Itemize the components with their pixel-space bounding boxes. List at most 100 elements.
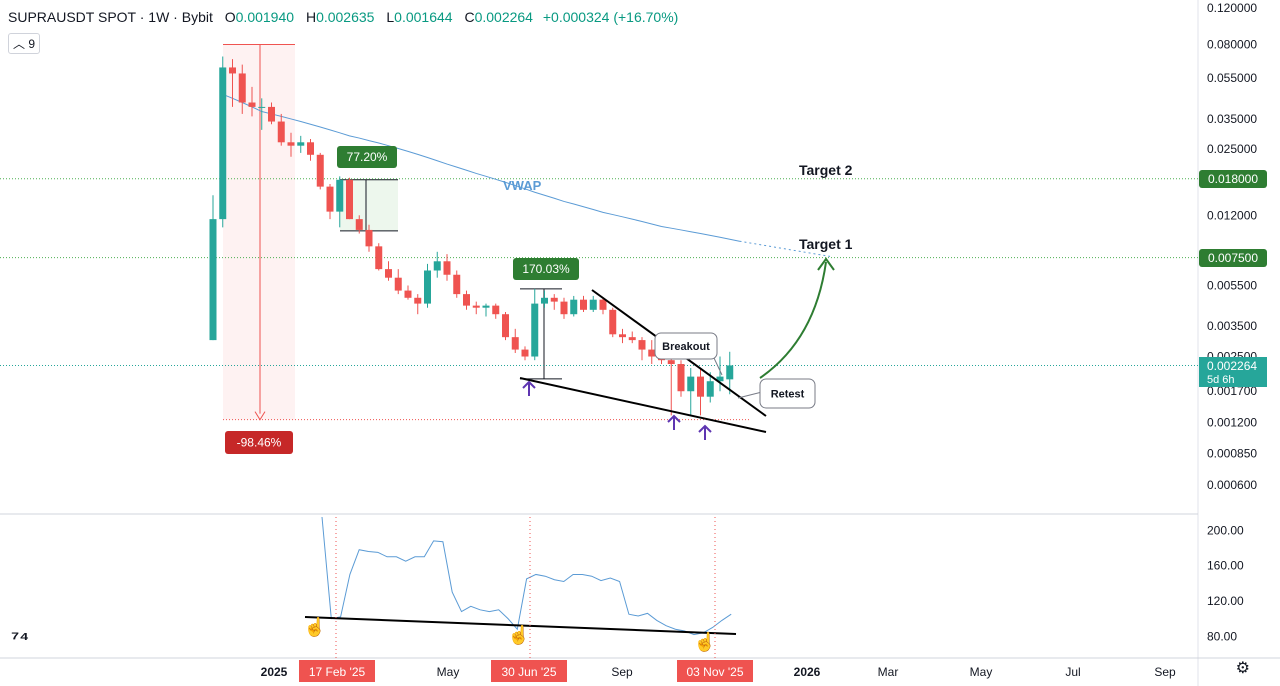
up-arrow-icon <box>667 414 681 430</box>
candle-body <box>336 179 344 212</box>
breakout-callout-text: Breakout <box>662 341 710 353</box>
candle-body <box>375 246 383 270</box>
drop-zone <box>223 44 295 420</box>
candle-body <box>628 337 636 341</box>
candle-body <box>550 297 558 302</box>
projection-arrow-head <box>817 257 835 271</box>
candle-body <box>492 305 500 315</box>
candle-body <box>346 179 353 220</box>
candle-body <box>326 186 334 212</box>
candle-body <box>667 360 675 365</box>
event-date-tick: 03 Nov '25 <box>687 665 744 679</box>
candle-body <box>385 269 392 278</box>
candle-body <box>677 364 685 392</box>
target1-label: Target 1 <box>799 236 853 252</box>
close-key: C <box>464 9 475 25</box>
price-tick: 0.001200 <box>1207 416 1257 430</box>
candle-body <box>287 142 295 146</box>
candle-body <box>433 261 441 271</box>
candle-body <box>482 305 490 308</box>
projection-arrow <box>759 261 827 379</box>
chevron-up-icon: ︿ <box>13 37 26 51</box>
candle-body <box>404 290 412 298</box>
candle-body <box>258 106 266 108</box>
price-tick: 0.055000 <box>1207 71 1257 85</box>
candle-body <box>716 376 724 382</box>
time-tick: 2025 <box>261 665 288 679</box>
hand-icon: ☝ <box>694 631 716 653</box>
indicators-toggle[interactable]: ︿ 9 <box>8 33 41 54</box>
symbol-title: SUPRAUSDT SPOT · 1W · Bybit <box>8 9 213 25</box>
oscillator-line <box>321 516 732 636</box>
event-date-bg <box>491 660 567 682</box>
high-key: H <box>305 9 317 25</box>
candle-body <box>472 305 480 308</box>
last-price-tag-bg <box>1199 357 1267 387</box>
candle-body <box>316 154 324 187</box>
candle-body <box>209 219 217 341</box>
price-tick: 0.012000 <box>1207 208 1257 222</box>
price-tick: 0.001700 <box>1207 384 1257 398</box>
divergence-line <box>304 616 737 635</box>
candle-body <box>697 376 704 397</box>
candle-body <box>307 142 314 155</box>
chart-legend: SUPRAUSDT SPOT · 1W · Bybit O0.001940 H0… <box>8 9 678 25</box>
target2-label: Target 2 <box>799 162 853 178</box>
vwap-line <box>222 93 740 242</box>
time-tick: Jul <box>1065 665 1080 679</box>
drop-label: -98.46% <box>237 436 282 450</box>
candle-body <box>531 303 539 357</box>
price-tick: 0.003500 <box>1207 319 1257 333</box>
retest-pointer <box>737 391 763 399</box>
retest-callout-box <box>759 378 816 409</box>
time-tick: Mar <box>878 665 899 679</box>
up-arrow-icon <box>698 424 712 440</box>
price-tick: 0.000600 <box>1207 478 1257 492</box>
candle-body <box>277 121 285 143</box>
candle-body <box>414 297 422 304</box>
up-arrow-icon <box>522 380 536 396</box>
countdown-tag: 5d 6h <box>1207 374 1235 386</box>
tradingview-logo: ⁷⁴ <box>11 628 29 650</box>
candle-body <box>229 67 236 74</box>
low-value: 0.001644 <box>394 9 453 25</box>
event-date-bg <box>299 660 375 682</box>
candle-body <box>726 365 734 380</box>
candle-body <box>453 274 461 295</box>
breakout-callout-box <box>654 332 718 360</box>
time-tick: Sep <box>1154 665 1176 679</box>
change-value: +0.000324 (+16.70%) <box>542 9 679 25</box>
vwap-projection <box>739 240 831 257</box>
open-value: 0.001940 <box>235 9 295 25</box>
candle-body <box>443 261 451 275</box>
hand-icon: ☝ <box>304 616 326 638</box>
high-value: 0.002635 <box>316 9 375 25</box>
candle-body <box>638 340 646 350</box>
candle-body <box>589 299 597 310</box>
candle-body <box>580 299 587 310</box>
candle-body <box>297 142 305 146</box>
osc-tick: 80.00 <box>1207 629 1237 643</box>
price-tick: 0.035000 <box>1207 112 1257 126</box>
drop-label-bg <box>225 431 293 454</box>
candle-body <box>219 67 227 220</box>
candle-body <box>619 334 626 338</box>
target2-price-tag-bg <box>1199 170 1267 188</box>
candle-body <box>687 376 695 392</box>
gain2-label-bg <box>513 258 579 280</box>
vwap-label: VWAP <box>503 178 542 193</box>
event-date-tick: 17 Feb '25 <box>309 665 366 679</box>
osc-tick: 160.00 <box>1207 559 1244 573</box>
gain1-label-bg <box>337 146 397 168</box>
time-tick: May <box>970 665 993 679</box>
price-tick: 0.120000 <box>1207 1 1257 15</box>
wedge-lower-line <box>519 377 767 433</box>
target1-price-tag: 0.007500 <box>1208 251 1258 265</box>
hand-icon: ☝ <box>508 624 530 646</box>
target2-price-tag: 0.018000 <box>1208 172 1258 186</box>
event-date-bg <box>677 660 753 682</box>
candle-body <box>521 349 529 357</box>
candle-body <box>394 277 402 291</box>
gear-icon[interactable]: ⚙ <box>1235 660 1250 677</box>
